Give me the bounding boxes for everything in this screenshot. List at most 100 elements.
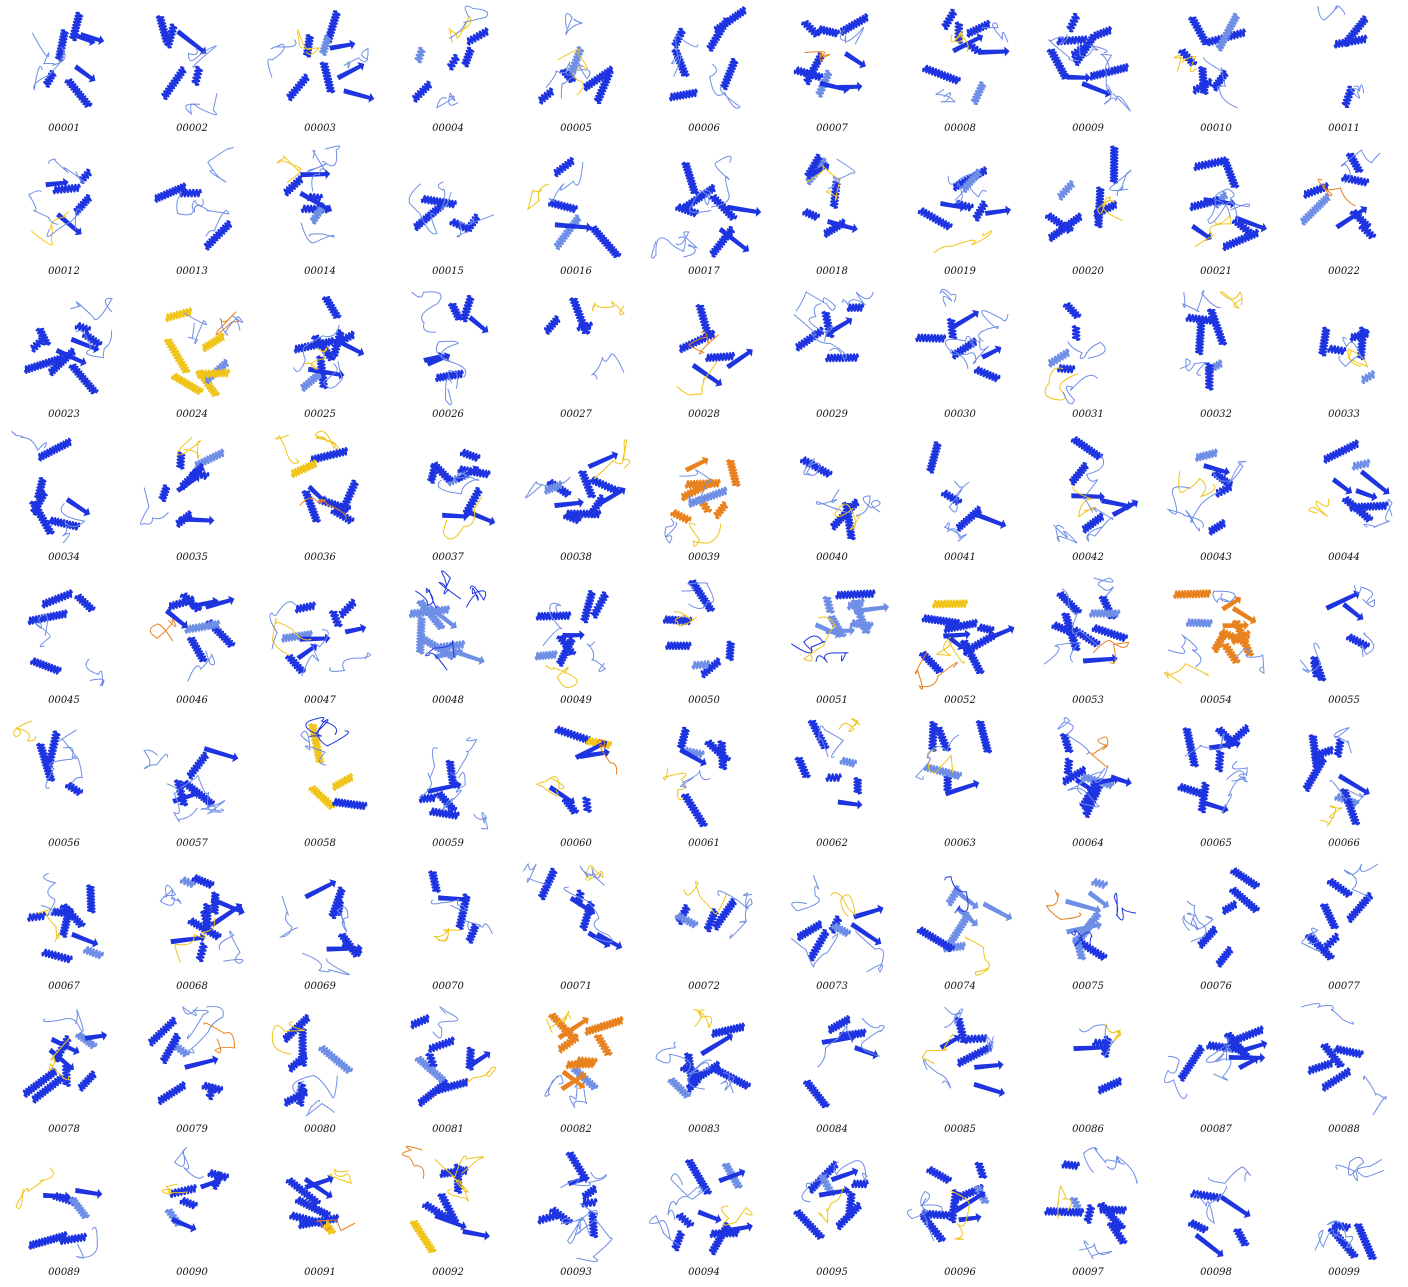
loop-segment [592,301,625,315]
protein-structure-image [412,5,489,109]
helix-ribbon [1056,364,1076,374]
protein-structure-image [791,589,890,663]
loop-segment [292,1074,338,1099]
loop-segment [11,431,47,452]
structure-tile: 00024 [128,286,256,429]
helix-ribbon [537,1211,560,1225]
structure-tile: 00095 [768,1144,896,1287]
protein-structure-image [26,872,104,964]
strand-arrow [973,1060,1004,1071]
loop-segment [790,933,839,968]
helix-ribbon [675,203,699,218]
structure-tile: 00014 [256,143,384,286]
helix-ribbon [410,1014,430,1030]
helix-ribbon [1192,77,1213,95]
helix-ribbon [43,70,57,88]
helix-ribbon [799,456,833,478]
loop-segment [1092,640,1130,664]
structure-tile: 00007 [768,0,896,143]
helix-ribbon [794,756,811,779]
helix-ribbon [917,207,953,231]
loop-segment [432,1006,459,1039]
helix-ribbon [448,302,464,322]
structure-tile: 00081 [384,1001,512,1144]
strand-arrow [344,623,367,635]
loop-segment [1186,900,1207,943]
loop-segment [721,1205,753,1226]
protein-structure-image [163,307,244,397]
loop-segment [271,1021,306,1055]
helix-ribbon [709,225,735,258]
loop-segment [1314,1229,1340,1251]
helix-ribbon [1178,1044,1205,1082]
helix-ribbon [77,1070,97,1092]
helix-ribbon [1072,936,1087,961]
structure-tile: 00004 [384,0,512,143]
helix-ribbon [695,303,713,337]
structure-id-label: 00089 [48,1267,80,1278]
structure-tile: 00022 [1280,143,1408,286]
loop-segment [176,437,202,459]
structure-id-label: 00073 [816,981,848,992]
strand-arrow [428,604,457,630]
strand-arrow [170,933,206,945]
loop-segment [948,480,970,513]
strand-arrow [442,511,469,522]
helix-ribbon [556,636,576,667]
protein-structure-image [1052,436,1139,544]
helix-ribbon [295,1081,307,1107]
loop-segment [793,314,847,360]
helix-ribbon [1215,482,1233,498]
loop-segment [207,147,234,183]
strand-arrow [45,177,69,188]
helix-ribbon [1302,755,1327,792]
loop-segment [673,611,698,627]
helix-ribbon [807,928,830,962]
helix-ribbon [415,615,426,655]
structure-tile: 00083 [640,1001,768,1144]
helix-ribbon [1046,48,1070,80]
helix-ribbon [1072,33,1097,67]
strand-arrow [55,348,87,367]
helix-ribbon [328,609,343,628]
protein-structure-image [662,579,735,679]
strand-arrow [343,88,375,103]
structure-id-label: 00096 [944,1267,976,1278]
loop-segment [293,324,340,372]
structure-id-label: 00038 [560,552,592,563]
helix-ribbon [31,1074,64,1104]
helix-ribbon [920,1215,946,1243]
helix-ribbon [586,737,613,750]
protein-structure-image [1164,1025,1268,1099]
loop-segment [1086,507,1114,542]
helix-ribbon [802,208,820,221]
structure-tile: 00074 [896,858,1024,1001]
loop-segment [1353,584,1376,608]
structure-id-label: 00011 [1328,123,1360,134]
protein-structure-image [153,147,234,251]
strand-arrow [71,931,99,948]
loop-segment [687,331,719,355]
loop-segment [434,1155,485,1179]
loop-segment [593,439,631,480]
helix-ribbon [561,797,579,815]
structure-tile: 00087 [1152,1001,1280,1144]
loop-segment [906,1208,935,1242]
protein-structure-image [664,456,741,547]
structure-id-label: 00066 [1328,838,1360,849]
loop-segment [1326,1219,1354,1248]
helix-ribbon [1194,448,1219,462]
helix-ribbon [580,1198,598,1208]
protein-structure-image [1299,584,1376,682]
helix-ribbon [68,1197,90,1220]
helix-ribbon [169,1184,198,1199]
helix-ribbon [796,920,823,942]
structure-id-label: 00035 [176,552,208,563]
protein-structure-image [921,1006,1005,1098]
protein-structure-image [143,746,239,823]
loop-segment [1166,486,1204,528]
loop-segment [655,1041,691,1074]
loop-segment [143,749,169,770]
helix-ribbon [298,1026,307,1068]
helix-ribbon [1321,1067,1351,1092]
